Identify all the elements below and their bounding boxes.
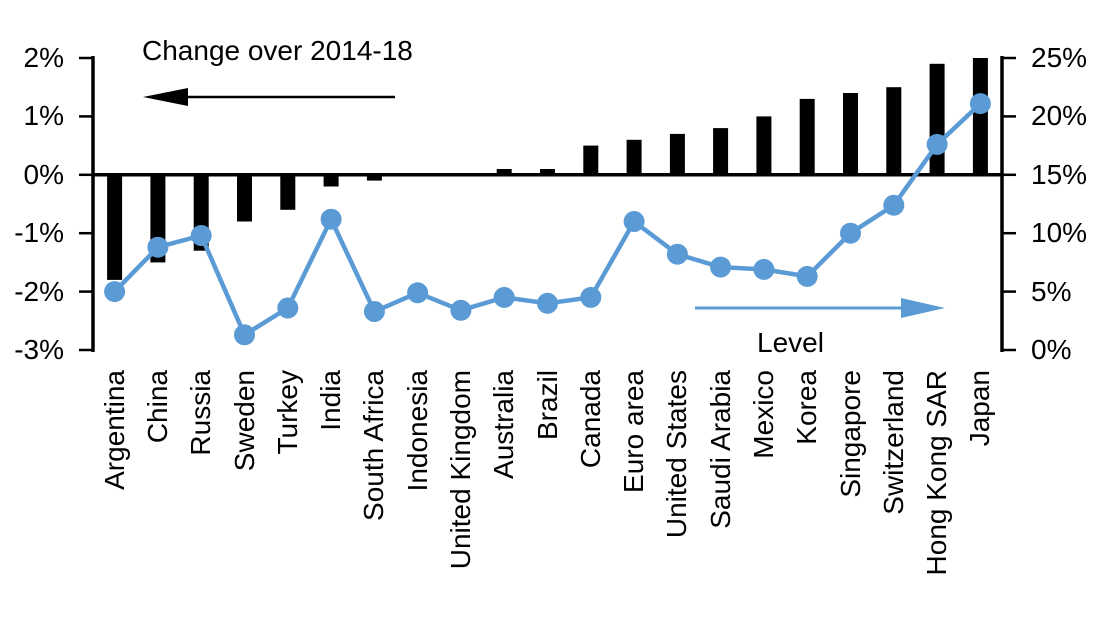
category-label-euro-area: Euro area [618, 370, 650, 493]
level-point-australia [493, 286, 515, 308]
bar-india [323, 174, 339, 187]
bar-south-africa [366, 174, 382, 181]
category-label-sweden: Sweden [228, 370, 260, 472]
bar-mexico [756, 116, 772, 175]
right-tick-label-20-: 20% [1031, 100, 1088, 132]
right-tick-label-0-: 0% [1031, 334, 1072, 365]
right-tick-label-15-: 15% [1031, 158, 1088, 190]
level-point-russia [190, 225, 212, 246]
level-point-united-kingdom [450, 299, 472, 321]
level-point-mexico [753, 258, 775, 280]
bar-korea [799, 98, 815, 175]
level-point-brazil [537, 292, 558, 314]
category-label-switzerland: Switzerland [877, 370, 909, 515]
bar-united-states [669, 133, 685, 175]
level-point-hong-kong-sar [926, 133, 948, 155]
bar-canada [583, 145, 599, 175]
bar-switzerland [886, 87, 902, 175]
bar-singapore [843, 93, 858, 175]
level-point-korea [796, 265, 818, 287]
category-label-south-africa: South Africa [358, 370, 390, 521]
left-tick-label-1-: 1% [23, 100, 64, 132]
bar-euro-area [626, 139, 642, 175]
level-point-sweden [234, 324, 255, 346]
category-label-india: India [315, 370, 347, 431]
level-point-singapore [840, 222, 861, 244]
category-label-australia: Australia [488, 370, 520, 479]
category-label-argentina: Argentina [98, 370, 130, 490]
category-label-russia: Russia [185, 370, 217, 456]
level-arrow-head-right [901, 298, 945, 318]
bar-saudi-arabia [713, 128, 729, 175]
category-label-singapore: Singapore [834, 370, 866, 498]
bar-japan [972, 58, 988, 175]
change-arrow-head-left [143, 88, 188, 106]
category-label-korea: Korea [791, 370, 823, 445]
level-point-south-africa [363, 301, 385, 322]
left-tick-label-0-: 0% [23, 158, 64, 190]
left-tick-label--1-: -1% [14, 217, 64, 249]
left-tick-label--3-: -3% [14, 334, 64, 365]
level-point-saudi-arabia [710, 256, 732, 278]
bar-series-annotation: Change over 2014-18 [142, 35, 413, 66]
left-tick-label--2-: -2% [14, 275, 64, 307]
bar-hong-kong-sar [929, 63, 945, 175]
right-tick-label-10-: 10% [1031, 217, 1088, 249]
bar-argentina [107, 174, 123, 280]
level-point-canada [580, 286, 602, 308]
level-point-argentina [104, 281, 126, 303]
level-point-india [320, 208, 342, 230]
category-label-hong-kong-sar: Hong Kong SAR [921, 370, 953, 576]
bar-sweden [237, 174, 252, 222]
level-point-euro-area [623, 211, 645, 232]
bar-brazil [540, 169, 555, 175]
level-point-switzerland [883, 194, 905, 216]
level-point-china [147, 236, 169, 258]
category-label-united-states: United States [661, 370, 693, 539]
line-series-annotation: Level [757, 327, 824, 358]
level-point-united-states [666, 243, 688, 265]
left-tick-label-2-: 2% [23, 42, 64, 73]
bar-australia [496, 169, 512, 175]
category-label-china: China [141, 370, 173, 444]
level-point-turkey [277, 297, 299, 319]
right-tick-label-25-: 25% [1031, 42, 1088, 73]
level-point-indonesia [407, 282, 429, 304]
category-label-mexico: Mexico [747, 370, 779, 459]
bar-turkey [280, 174, 296, 210]
category-label-turkey: Turkey [271, 370, 303, 455]
category-label-brazil: Brazil [531, 370, 563, 441]
category-label-japan: Japan [964, 370, 996, 447]
right-tick-label-5-: 5% [1031, 275, 1072, 307]
category-label-saudi-arabia: Saudi Arabia [704, 370, 736, 529]
level-point-japan [969, 93, 991, 115]
category-label-indonesia: Indonesia [401, 370, 433, 492]
category-label-united-kingdom: United Kingdom [444, 370, 476, 570]
category-label-canada: Canada [574, 370, 606, 469]
